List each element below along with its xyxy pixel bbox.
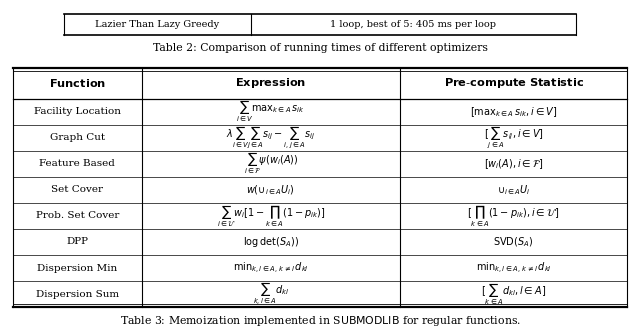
Text: Graph Cut: Graph Cut [50, 133, 105, 142]
Text: $\sum_{k,l\in A} d_{kl}$: $\sum_{k,l\in A} d_{kl}$ [253, 281, 289, 307]
Text: Set Cover: Set Cover [51, 185, 103, 194]
Text: $\mathrm{min}_{k,l\in A,\, k\neq l}\, d_{kl}$: $\mathrm{min}_{k,l\in A,\, k\neq l}\, d_… [233, 261, 308, 276]
Text: Table 3: Memoization implemented in S$\sf{UBMODLIB}$ for regular functions.: Table 3: Memoization implemented in S$\s… [120, 314, 520, 328]
Text: DPP: DPP [67, 237, 88, 246]
Text: Dispersion Min: Dispersion Min [37, 264, 117, 273]
Text: Table 2: Comparison of running times of different optimizers: Table 2: Comparison of running times of … [152, 43, 488, 53]
Text: $[w_i(A), i \in \mathcal{F}]$: $[w_i(A), i \in \mathcal{F}]$ [484, 157, 543, 171]
Text: $w(\cup_{i\in A} U_i)$: $w(\cup_{i\in A} U_i)$ [246, 183, 295, 197]
Text: $[\prod_{k\in A}(1-p_{ik}), i \in \mathcal{U}]$: $[\prod_{k\in A}(1-p_{ik}), i \in \mathc… [467, 203, 559, 229]
Text: $\sum_{i\in \mathcal{U}} w_i[1 - \prod_{k\in A}(1-p_{ik})]$: $\sum_{i\in \mathcal{U}} w_i[1 - \prod_{… [216, 203, 325, 229]
Text: $\bf{Expression}$: $\bf{Expression}$ [236, 76, 307, 90]
Text: $[\sum_{j\in A} s_{ij}, i \in V]$: $[\sum_{j\in A} s_{ij}, i \in V]$ [484, 125, 543, 151]
Text: $\mathrm{min}_{k,l\in A,\, k\neq l}\, d_{kl}$: $\mathrm{min}_{k,l\in A,\, k\neq l}\, d_… [476, 261, 552, 276]
Text: $\bf{Function}$: $\bf{Function}$ [49, 77, 106, 89]
Text: Feature Based: Feature Based [40, 159, 115, 168]
Text: Prob. Set Cover: Prob. Set Cover [36, 211, 119, 220]
Text: $\cup_{i\in A} U_i$: $\cup_{i\in A} U_i$ [497, 183, 531, 197]
Text: $\sum_{i\in \mathcal{F}} \psi(w_i(A))$: $\sum_{i\in \mathcal{F}} \psi(w_i(A))$ [244, 151, 298, 177]
Text: Lazier Than Lazy Greedy: Lazier Than Lazy Greedy [95, 20, 220, 29]
Text: 1 loop, best of 5: 405 ms per loop: 1 loop, best of 5: 405 ms per loop [330, 20, 497, 29]
Text: Dispersion Sum: Dispersion Sum [36, 290, 119, 298]
Text: $[\mathrm{max}_{k\in A}\, s_{ik}, i \in V]$: $[\mathrm{max}_{k\in A}\, s_{ik}, i \in … [470, 105, 557, 119]
Text: $[\sum_{k\in A} d_{kl}, l \in A]$: $[\sum_{k\in A} d_{kl}, l \in A]$ [481, 281, 546, 307]
Text: $\mathrm{SVD}(S_A)$: $\mathrm{SVD}(S_A)$ [493, 235, 534, 249]
Text: $\log \det(S_A))$: $\log \det(S_A))$ [243, 235, 299, 249]
Text: $\sum_{i\in V} \mathrm{max}_{k\in A}\, s_{ik}$: $\sum_{i\in V} \mathrm{max}_{k\in A}\, s… [237, 99, 305, 124]
Text: $\bf{Pre\text{-}compute\ Statistic}$: $\bf{Pre\text{-}compute\ Statistic}$ [444, 76, 584, 90]
Text: Facility Location: Facility Location [34, 107, 121, 116]
Text: $\lambda\sum_{i\in V}\sum_{j\in A} s_{ij} - \sum_{i,j\in A} s_{ij}$: $\lambda\sum_{i\in V}\sum_{j\in A} s_{ij… [227, 125, 316, 151]
